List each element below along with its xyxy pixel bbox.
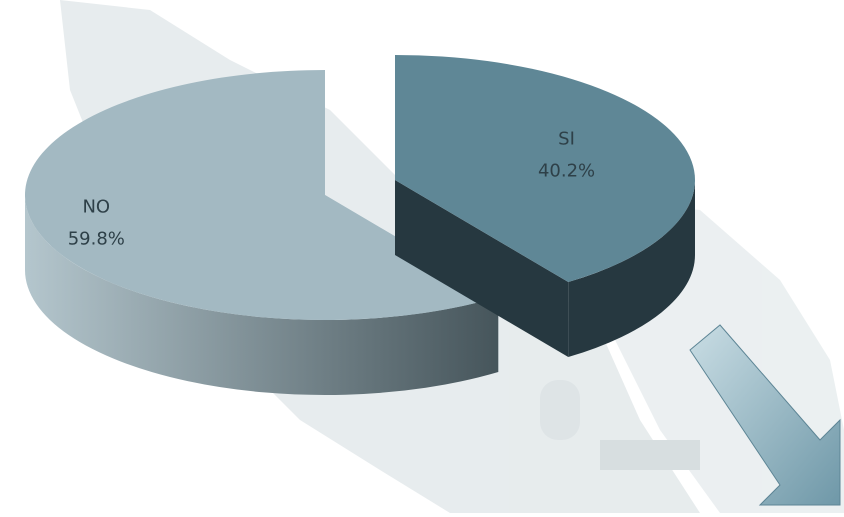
pie: SI 40.2% NO 59.8% bbox=[25, 55, 695, 395]
slice-label: NO bbox=[82, 196, 110, 217]
value-label: 59.8% bbox=[68, 228, 125, 249]
value-label: 40.2% bbox=[538, 160, 595, 181]
page: SI40.2%NO59.8% (() => { const data = JSO… bbox=[0, 0, 844, 513]
slice-label: SI bbox=[558, 128, 575, 149]
chart: SI 40.2% NO 59.8% bbox=[0, 0, 844, 513]
